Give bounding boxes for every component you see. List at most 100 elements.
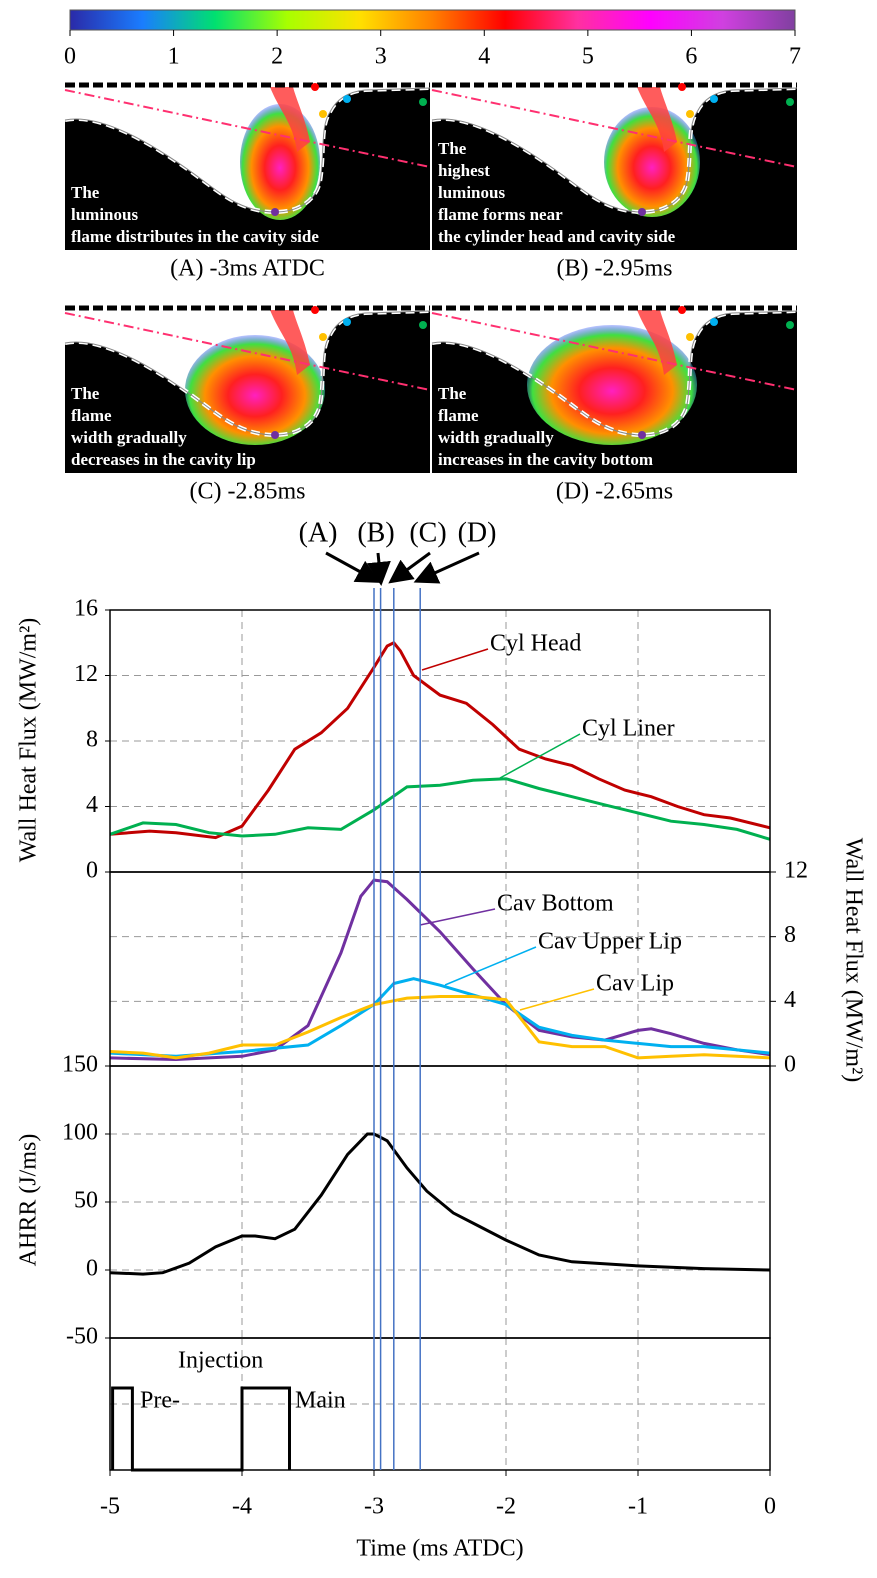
series-line xyxy=(109,640,771,840)
series-label: Cyl Liner xyxy=(582,716,675,742)
panel-annotation: flame xyxy=(438,406,479,425)
flame-plume xyxy=(637,87,677,152)
panel-annotation: The xyxy=(438,139,467,158)
panel-annotation: flame xyxy=(71,406,112,425)
x-tick-label: 0 xyxy=(764,1494,776,1520)
marker-label: (A) xyxy=(299,517,338,548)
colorbar xyxy=(69,9,796,31)
panel-caption: (C) -2.85ms xyxy=(190,479,306,505)
flame-plume xyxy=(270,87,310,152)
panel-annotation: flame forms near xyxy=(438,205,563,224)
sensor-liner xyxy=(786,321,794,329)
marker-arrow xyxy=(388,551,431,584)
flame-image: The flame width gradually increases in the … xyxy=(431,305,798,473)
flame xyxy=(604,107,700,217)
panel-annotation: increases in the cavity bottom xyxy=(438,450,653,469)
y-axis-label: AHRR (J/ms) xyxy=(16,1134,42,1267)
y-tick-label: -50 xyxy=(66,1324,98,1350)
panel-annotation: The xyxy=(438,384,467,403)
panel-annotation: decreases in the cavity lip xyxy=(71,450,256,469)
panel-annotation: luminous xyxy=(71,205,138,224)
label-leader xyxy=(499,733,581,779)
panel-annotation: flame distributes in the cavity side xyxy=(71,227,319,246)
colorbar-tick-label: 2 xyxy=(271,44,283,70)
panel-annotation: the cylinder head and cavity side xyxy=(438,227,676,246)
y-tick-label: 0 xyxy=(86,1256,98,1282)
sensor-lip xyxy=(319,110,327,118)
panel-annotation: The xyxy=(71,384,100,403)
x-axis-label: Time (ms ATDC) xyxy=(356,1536,523,1562)
flame-plume xyxy=(637,310,677,375)
y-tick-label: 8 xyxy=(86,727,98,753)
panel-annotation: highest xyxy=(438,161,490,180)
label-leader xyxy=(419,908,496,926)
sensor-bottom xyxy=(638,431,646,439)
sensor-bottom xyxy=(638,208,646,216)
y-tick-label: 0 xyxy=(784,1052,796,1078)
series-label: Cav Bottom xyxy=(497,891,614,917)
y-tick-label: 4 xyxy=(784,987,796,1013)
sensor-lip xyxy=(319,333,327,341)
sensor-lip xyxy=(686,110,694,118)
x-tick-label: -5 xyxy=(100,1494,120,1520)
x-tick-label: -1 xyxy=(628,1494,648,1520)
flame-plume xyxy=(270,310,310,375)
label-leader xyxy=(519,988,595,1011)
sensor-bottom xyxy=(271,208,279,216)
sensor-liner xyxy=(786,98,794,106)
flame-image: The luminous flame distributes in the cavi… xyxy=(64,82,431,250)
sensor-upper-lip xyxy=(343,318,351,326)
series-label: Cyl Head xyxy=(490,631,581,657)
label-leader xyxy=(444,946,537,986)
panel-annotation: width gradually xyxy=(71,428,187,447)
y-axis-label: Wall Heat Flux (MW/m²) xyxy=(16,618,42,863)
y-tick-label: 12 xyxy=(784,858,808,884)
panel-annotation: The xyxy=(71,183,100,202)
spray-axis xyxy=(431,312,798,391)
sensor-upper-lip xyxy=(343,95,351,103)
cavity-wall-outline xyxy=(431,310,798,436)
annotation: Pre- xyxy=(140,1388,180,1414)
plot-frame xyxy=(109,871,771,1067)
y-tick-label: 100 xyxy=(62,1120,98,1146)
cavity-wall-outline xyxy=(431,87,798,213)
flame-image: The flame width gradually decreases in the … xyxy=(64,305,431,473)
sensor-bottom xyxy=(271,431,279,439)
spray-axis xyxy=(64,312,431,391)
panel-annotation: width gradually xyxy=(438,428,554,447)
panel-caption: (D) -2.65ms xyxy=(556,479,673,505)
colorbar-tick-label: 5 xyxy=(582,44,594,70)
y-tick-label: 16 xyxy=(74,596,98,622)
series-line xyxy=(109,777,771,841)
y-tick-label: 12 xyxy=(74,661,98,687)
colorbar-tick-label: 1 xyxy=(168,44,180,70)
panel-caption: (A) -3ms ATDC xyxy=(170,256,325,282)
sensor-head xyxy=(678,83,686,91)
y-tick-label: 4 xyxy=(86,792,98,818)
marker-arrow xyxy=(413,551,480,584)
flame-image: The highest luminous flame forms near the cy… xyxy=(431,82,798,250)
colorbar-tick-label: 0 xyxy=(64,44,76,70)
series-line xyxy=(109,995,771,1060)
series-line xyxy=(109,1132,771,1276)
colorbar-tick-label: 3 xyxy=(375,44,387,70)
x-tick-label: -2 xyxy=(496,1494,516,1520)
sensor-liner xyxy=(419,321,427,329)
panel-caption: (B) -2.95ms xyxy=(557,256,673,282)
series-label: Cav Lip xyxy=(596,971,674,997)
marker-label: (D) xyxy=(458,517,497,548)
y-axis-label: Wall Heat Flux (MW/m²) xyxy=(840,838,866,1083)
colorbar-tick-label: 6 xyxy=(685,44,697,70)
cavity-wall-outline xyxy=(64,310,431,436)
annotation: Main xyxy=(295,1388,346,1414)
y-tick-label: 0 xyxy=(86,858,98,884)
y-tick-label: 150 xyxy=(62,1052,98,1078)
sensor-upper-lip xyxy=(710,95,718,103)
cavity-wall-outline xyxy=(64,87,431,213)
marker-label: (B) xyxy=(357,517,394,548)
y-tick-label: 8 xyxy=(784,922,796,948)
panel-annotation: luminous xyxy=(438,183,505,202)
x-tick-label: -3 xyxy=(364,1494,384,1520)
sensor-head xyxy=(311,83,319,91)
